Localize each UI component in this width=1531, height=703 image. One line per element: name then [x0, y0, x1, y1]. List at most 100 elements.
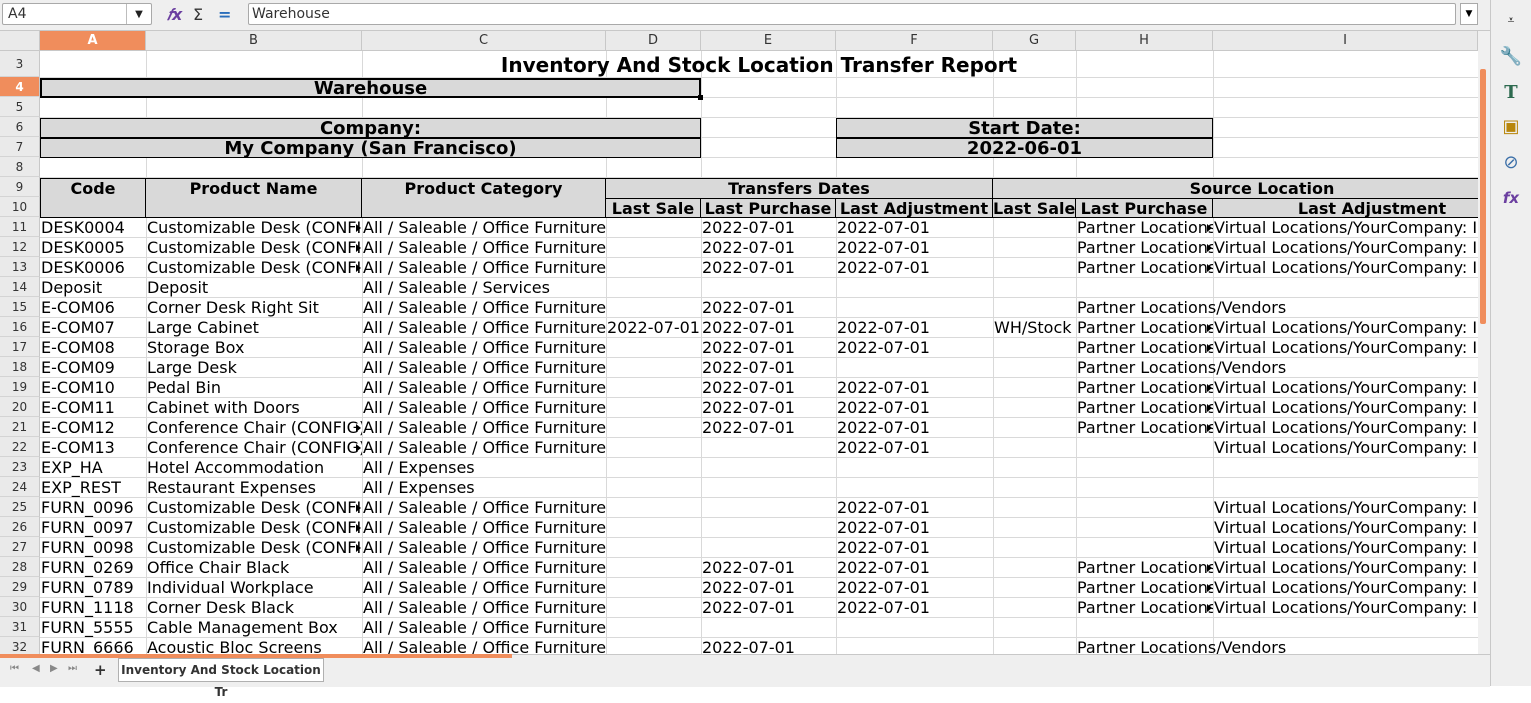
table-cell[interactable] — [836, 618, 993, 638]
spreadsheet-grid[interactable]: Inventory And Stock Location Transfer Re… — [40, 51, 1478, 654]
table-cell[interactable]: Virtual Locations/YourCompany: Inventory… — [1214, 438, 1478, 457]
table-cell[interactable]: FURN_5555 — [41, 618, 134, 637]
table-cell[interactable]: Virtual Locations/YourCompany: Inventory… — [1214, 378, 1478, 397]
table-cell[interactable]: All / Saleable / Office Furniture — [363, 578, 606, 597]
table-cell[interactable]: Virtual Locations/YourCompany: Inventory… — [1214, 218, 1478, 237]
table-cell[interactable]: All / Saleable / Office Furniture — [363, 438, 606, 457]
table-cell[interactable]: All / Saleable / Services — [363, 278, 550, 297]
table-cell[interactable]: 2022-07-01 — [837, 258, 930, 277]
table-cell[interactable] — [606, 598, 701, 618]
add-sheet-icon[interactable]: + — [94, 661, 107, 679]
table-cell[interactable] — [606, 618, 701, 638]
table-cell[interactable]: 2022-07-01 — [702, 318, 795, 337]
table-cell[interactable]: FURN_0096 — [41, 498, 134, 517]
table-cell[interactable]: 2022-07-01 — [837, 518, 930, 537]
table-cell[interactable]: Customizable Desk (CONFIG) — [147, 238, 362, 257]
table-cell[interactable] — [606, 258, 701, 278]
row-header[interactable]: 25 — [0, 497, 40, 517]
table-cell[interactable]: 2022-07-01 — [607, 318, 700, 337]
table-cell[interactable]: All / Saleable / Office Furniture — [363, 358, 606, 377]
table-cell[interactable]: E-COM12 — [41, 418, 115, 437]
prev-sheet-icon[interactable]: ◀ — [32, 663, 40, 674]
start-date-label-cell[interactable]: Start Date: — [836, 118, 1213, 138]
vertical-scrollbar[interactable] — [1478, 31, 1490, 654]
table-cell[interactable]: All / Saleable / Office Furniture — [363, 258, 606, 277]
table-cell[interactable] — [606, 538, 701, 558]
table-cell[interactable] — [993, 358, 1076, 378]
table-cell[interactable]: Customizable Desk (CONFIG) — [147, 258, 362, 277]
table-cell[interactable] — [606, 398, 701, 418]
table-cell[interactable] — [606, 238, 701, 258]
table-cell[interactable] — [1076, 458, 1213, 478]
table-cell[interactable] — [1076, 518, 1213, 538]
column-header-i[interactable]: I — [1213, 31, 1478, 51]
table-cell[interactable]: E-COM06 — [41, 298, 115, 317]
table-cell[interactable]: 2022-07-01 — [837, 598, 930, 617]
row-header[interactable]: 24 — [0, 477, 40, 497]
table-cell[interactable]: EXP_REST — [41, 478, 121, 497]
table-cell[interactable] — [1213, 358, 1478, 378]
table-cell[interactable] — [606, 338, 701, 358]
table-cell[interactable] — [1076, 538, 1213, 558]
row-header[interactable]: 20 — [0, 397, 40, 417]
table-cell[interactable] — [701, 518, 836, 538]
row-header[interactable]: 12 — [0, 237, 40, 257]
table-cell[interactable]: 2022-07-01 — [702, 578, 795, 597]
table-cell[interactable]: Conference Chair (CONFIG) — [147, 418, 362, 437]
table-cell[interactable]: 2022-07-01 — [702, 418, 795, 437]
table-cell[interactable]: Partner Locations/Vendors — [1077, 358, 1287, 377]
header-transfers-dates[interactable]: Transfers Dates — [605, 178, 993, 199]
table-cell[interactable] — [993, 638, 1076, 654]
table-cell[interactable]: Pedal Bin — [147, 378, 221, 397]
header-last-purchase[interactable]: Last Purchase — [700, 198, 836, 218]
table-cell[interactable]: Partner Locations/Vendors — [1077, 558, 1213, 577]
header-src-last-adjustment[interactable]: Last Adjustment — [1212, 198, 1478, 218]
table-cell[interactable] — [836, 638, 993, 654]
chevron-down-icon[interactable]: ▼ — [126, 4, 151, 24]
table-cell[interactable]: Partner Locations/Vendors — [1077, 638, 1287, 654]
table-cell[interactable]: Customizable Desk (CONFIG) — [147, 218, 362, 237]
table-cell[interactable]: 2022-07-01 — [837, 558, 930, 577]
table-cell[interactable]: Virtual Locations/YourCompany: Inventory… — [1214, 238, 1478, 257]
table-cell[interactable]: Partner Locations/Vendors — [1077, 578, 1213, 597]
table-cell[interactable]: Partner Locations/Vendors — [1077, 298, 1287, 317]
table-cell[interactable]: Conference Chair (CONFIG) — [147, 438, 362, 457]
table-cell[interactable] — [993, 338, 1076, 358]
table-cell[interactable]: All / Saleable / Office Furniture — [363, 518, 606, 537]
table-cell[interactable]: All / Saleable / Office Furniture — [363, 498, 606, 517]
navigator-icon[interactable]: ⊘ — [1503, 151, 1519, 173]
table-cell[interactable]: Virtual Locations/YourCompany: Inventory… — [1214, 558, 1478, 577]
row-header[interactable]: 6 — [0, 117, 40, 137]
row-header[interactable]: 19 — [0, 377, 40, 397]
table-cell[interactable] — [701, 478, 836, 498]
sum-icon[interactable]: Σ — [193, 5, 204, 24]
row-header[interactable]: 9 — [0, 177, 40, 197]
table-cell[interactable]: All / Saleable / Office Furniture — [363, 398, 606, 417]
table-cell[interactable] — [1213, 478, 1478, 498]
table-cell[interactable]: E-COM10 — [41, 378, 115, 397]
table-cell[interactable]: FURN_0098 — [41, 538, 134, 557]
table-cell[interactable]: EXP_HA — [41, 458, 103, 477]
column-header-f[interactable]: F — [836, 31, 993, 51]
name-box[interactable]: A4 ▼ — [2, 3, 152, 25]
table-cell[interactable] — [993, 578, 1076, 598]
table-cell[interactable]: 2022-07-01 — [837, 398, 930, 417]
table-cell[interactable]: Partner Locations/Vendors — [1077, 378, 1213, 397]
table-cell[interactable] — [606, 298, 701, 318]
table-cell[interactable] — [1213, 298, 1478, 318]
table-cell[interactable] — [701, 538, 836, 558]
table-cell[interactable]: WH/Stock — [994, 318, 1072, 337]
header-last-adjustment[interactable]: Last Adjustment — [835, 198, 993, 218]
table-cell[interactable]: E-COM09 — [41, 358, 115, 377]
column-header-d[interactable]: D — [606, 31, 701, 51]
row-header[interactable]: 7 — [0, 137, 40, 157]
header-product-name[interactable]: Product Name — [145, 178, 362, 218]
selection-handle[interactable] — [698, 95, 703, 100]
table-cell[interactable]: Restaurant Expenses — [147, 478, 316, 497]
table-cell[interactable] — [606, 358, 701, 378]
table-cell[interactable]: Individual Workplace — [147, 578, 314, 597]
row-header[interactable]: 22 — [0, 437, 40, 457]
table-cell[interactable] — [993, 298, 1076, 318]
table-cell[interactable]: 2022-07-01 — [702, 638, 795, 654]
table-cell[interactable]: FURN_0269 — [41, 558, 134, 577]
